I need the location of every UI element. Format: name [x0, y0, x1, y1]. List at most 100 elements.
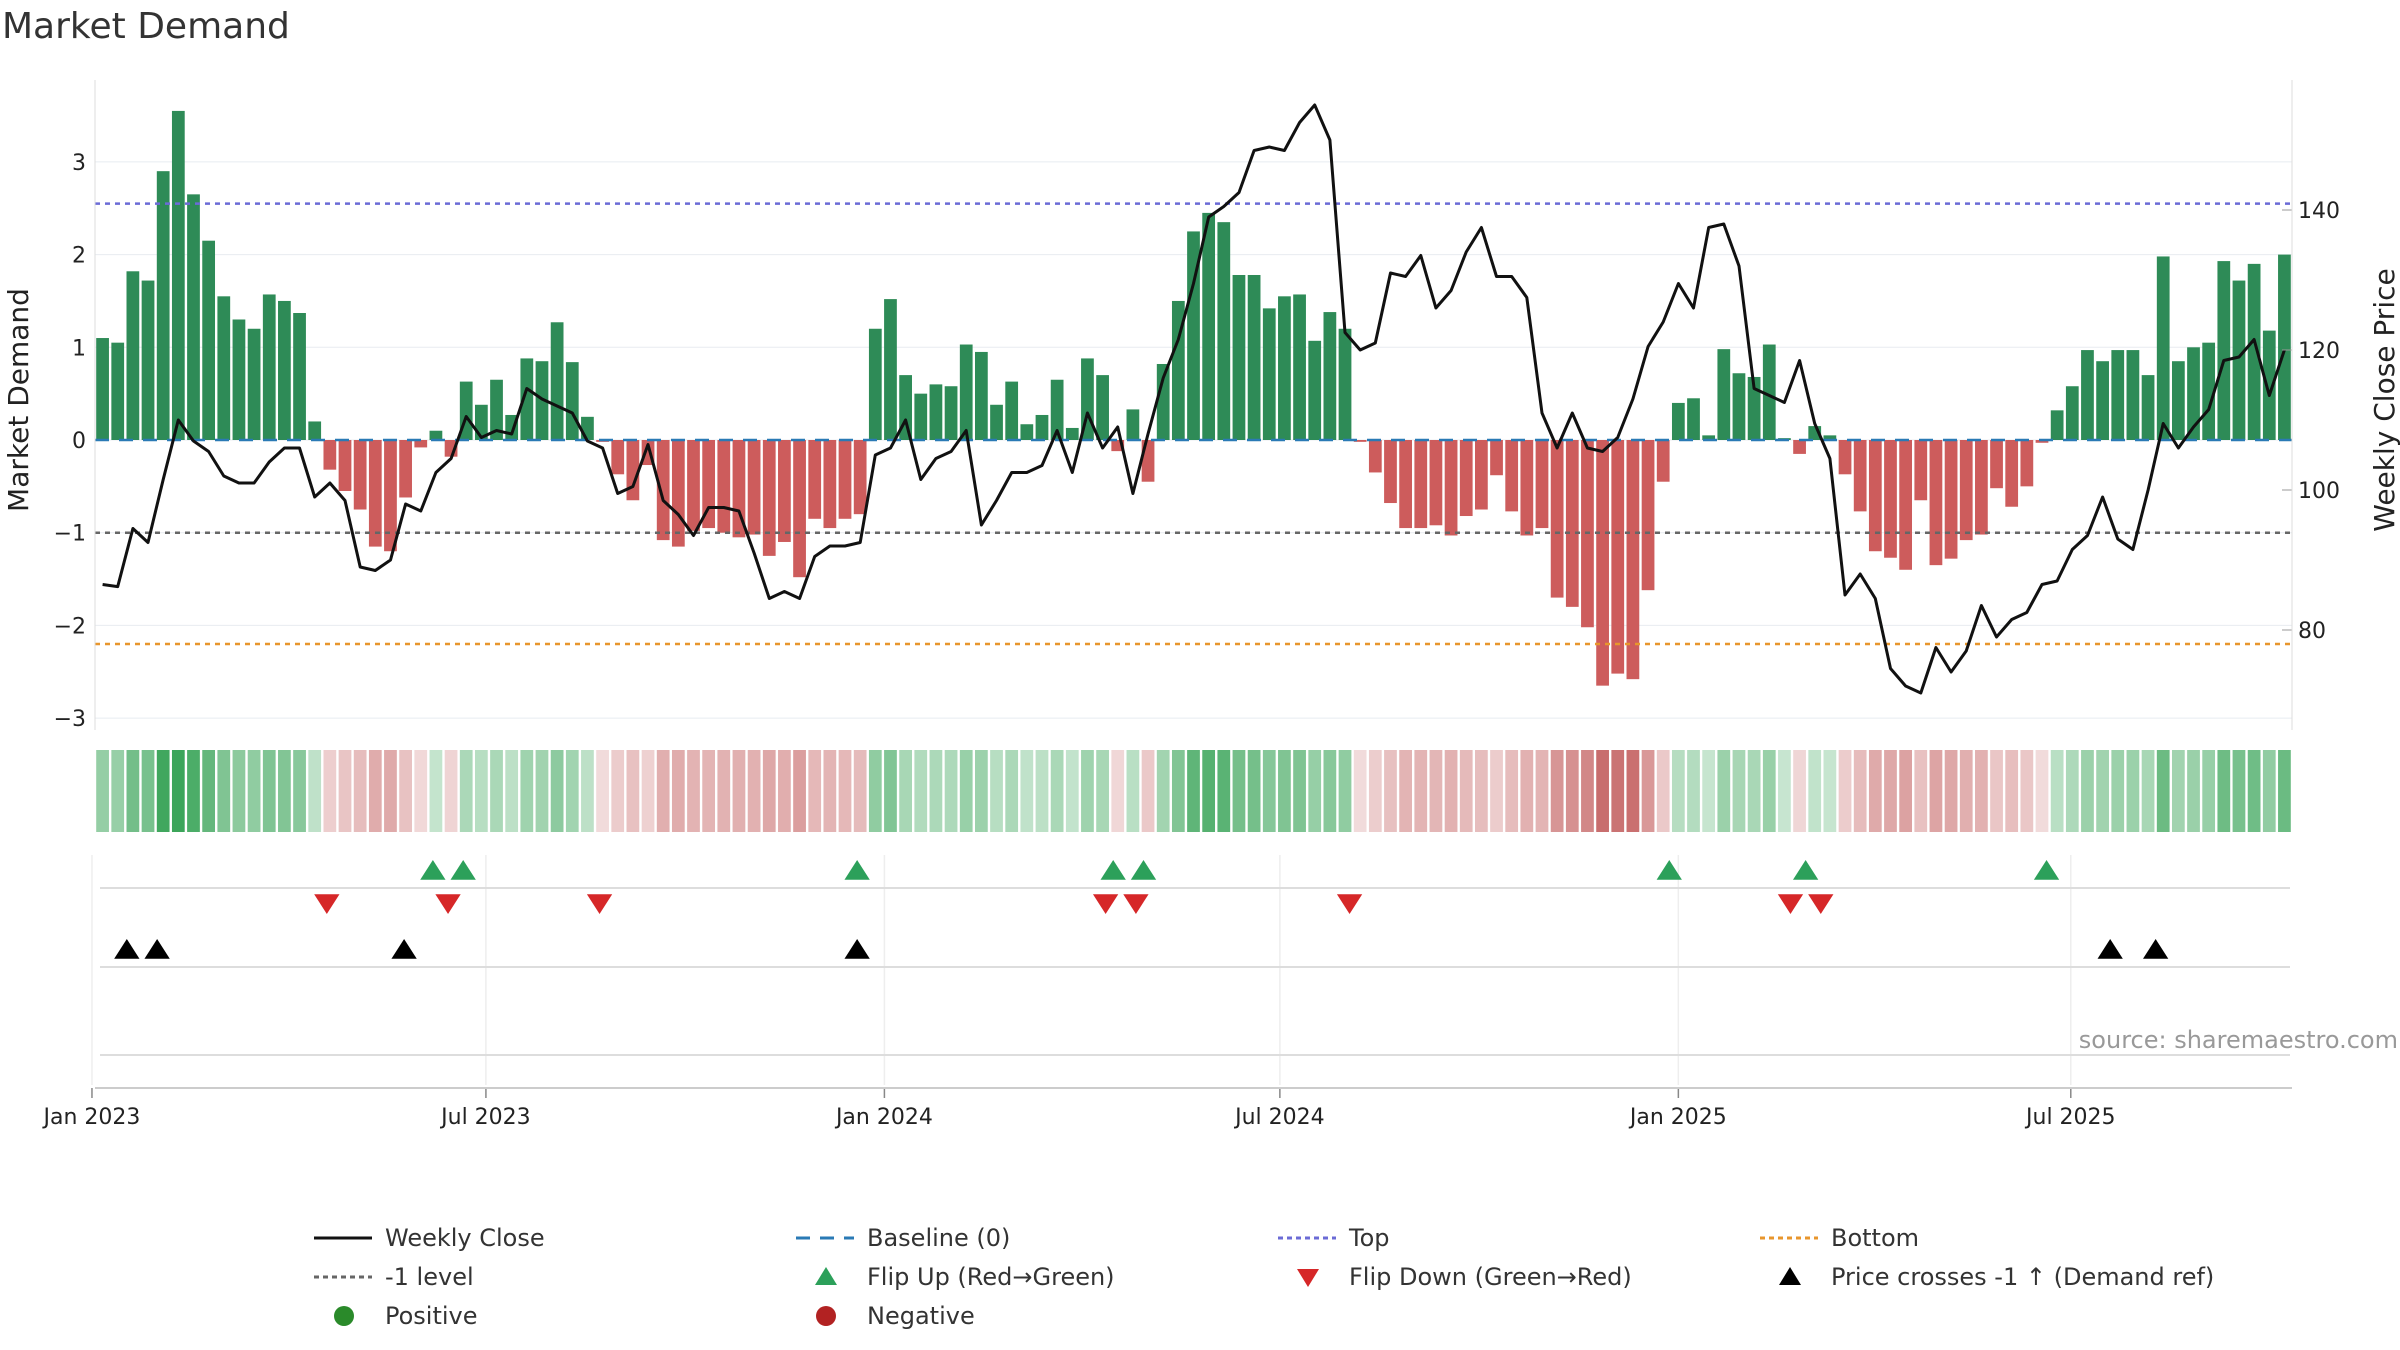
heat-cell — [1868, 750, 1882, 832]
legend-label: Flip Down (Green→Red) — [1349, 1263, 1632, 1291]
heat-cell — [975, 750, 988, 832]
heat-cell — [959, 750, 973, 832]
demand-bar — [1156, 363, 1170, 440]
demand-bar — [1202, 212, 1216, 440]
y2-tick-label: 100 — [2298, 479, 2340, 504]
heat-cell — [414, 750, 428, 832]
heat-cell — [2065, 750, 2079, 832]
heat-cell — [126, 750, 140, 832]
x-tick-label: Jan 2023 — [42, 1105, 141, 1130]
demand-bar — [1671, 402, 1685, 440]
demand-bar — [1368, 440, 1382, 473]
demand-bar — [717, 440, 731, 533]
demand-bar — [1414, 440, 1428, 529]
heat-cell — [1444, 750, 1458, 832]
legend-swatch — [334, 1306, 354, 1326]
demand-bar — [2035, 440, 2049, 443]
heat-cell — [823, 750, 837, 832]
demand-bar — [1171, 300, 1185, 440]
demand-bar — [2081, 350, 2094, 440]
demand-bar — [2187, 347, 2200, 440]
demand-bar — [429, 430, 443, 440]
heat-cell — [2111, 750, 2125, 832]
heat-cell — [793, 750, 806, 832]
demand-bar — [1853, 440, 1867, 512]
legend-label: Positive — [385, 1302, 478, 1330]
flip-down-marker — [1092, 894, 1119, 914]
demand-bar — [414, 440, 428, 448]
demand-bar — [1550, 440, 1564, 598]
heat-cell — [1687, 750, 1700, 832]
demand-bar — [975, 351, 988, 440]
heat-cell — [96, 750, 109, 832]
demand-bar — [1959, 440, 1973, 541]
legend-label: Top — [1348, 1224, 1390, 1252]
legend-item: Flip Up (Red→Green) — [815, 1263, 1115, 1291]
y2-tick-label: 140 — [2298, 199, 2340, 224]
demand-bar — [247, 328, 261, 440]
y-tick-label: −2 — [54, 614, 86, 639]
heat-cell — [490, 750, 503, 832]
demand-bar — [1475, 440, 1488, 510]
demand-bar — [1005, 381, 1019, 440]
demand-bar — [1338, 328, 1352, 440]
demand-bar — [1262, 308, 1276, 440]
demand-bar — [868, 328, 882, 440]
heat-cell — [1626, 750, 1640, 832]
demand-bar — [2156, 256, 2170, 440]
weekly-close-line — [102, 103, 2286, 695]
demand-bar — [308, 421, 322, 440]
heat-cell — [838, 750, 852, 832]
heat-cell — [2081, 750, 2094, 832]
heat-cell — [929, 750, 943, 832]
heat-cell — [565, 750, 579, 832]
y-tick-label: −1 — [54, 522, 86, 547]
demand-bar — [1717, 349, 1731, 440]
legend-swatch — [816, 1306, 836, 1326]
heat-cell — [671, 750, 685, 832]
demand-bar — [1050, 379, 1064, 440]
heat-cell — [293, 750, 306, 832]
heat-cell — [111, 750, 125, 832]
demand-bar — [1293, 294, 1306, 440]
demand-bar — [1929, 440, 1943, 566]
demand-bar — [611, 440, 625, 475]
heat-cell — [1535, 750, 1549, 832]
heat-cell — [1399, 750, 1412, 832]
y2-axis-label: Weekly Close Price — [2368, 268, 2400, 531]
demand-bar — [1065, 427, 1079, 440]
demand-bar — [1459, 440, 1473, 517]
flip-down-marker — [314, 894, 340, 914]
demand-bar — [2005, 440, 2019, 507]
heat-cell — [762, 750, 776, 832]
demand-bar — [2096, 361, 2109, 440]
heat-cell — [702, 750, 716, 832]
heat-cell — [384, 750, 397, 832]
heat-cell — [1065, 750, 1079, 832]
heat-cell — [2187, 750, 2200, 832]
demand-bar — [96, 338, 109, 440]
y-tick-label: 1 — [72, 336, 86, 361]
heat-cell — [2126, 750, 2140, 832]
price-cross-marker — [391, 939, 417, 959]
flip-down-marker — [586, 894, 613, 914]
heat-cell — [308, 750, 322, 832]
heat-cell — [1490, 750, 1503, 832]
demand-bar — [884, 299, 897, 440]
demand-bar — [2232, 280, 2246, 440]
heat-cell — [1050, 750, 1064, 832]
heat-cell — [1762, 750, 1776, 832]
heat-cell — [1823, 750, 1837, 832]
heat-cell — [1884, 750, 1897, 832]
legend-label: Weekly Close — [385, 1224, 545, 1252]
heat-cell — [2217, 750, 2231, 832]
heat-cell — [853, 750, 867, 832]
demand-bar — [1096, 375, 1109, 440]
legend-item: Weekly Close — [314, 1224, 545, 1252]
heat-cell — [1035, 750, 1049, 832]
demand-bar — [2020, 440, 2034, 487]
heat-cell — [990, 750, 1003, 832]
demand-bar — [2126, 350, 2140, 440]
price-cross-marker — [844, 939, 870, 959]
